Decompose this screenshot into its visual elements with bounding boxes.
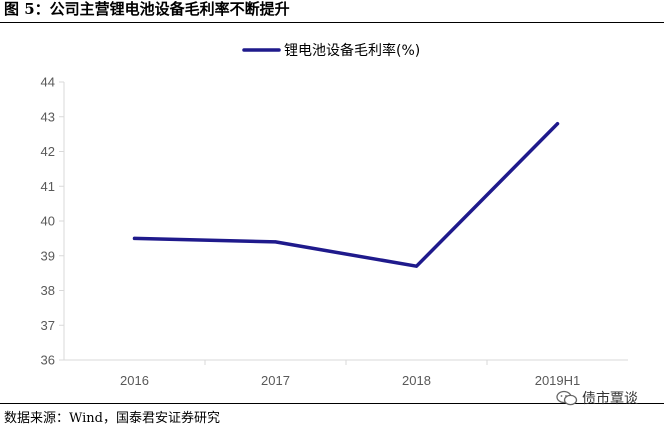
data-point bbox=[415, 264, 418, 268]
y-tick-label: 36 bbox=[41, 353, 55, 368]
source-note: 数据来源：Wind，国泰君安证券研究 bbox=[4, 411, 220, 426]
x-tick-label: 2017 bbox=[261, 373, 290, 388]
y-tick-label: 42 bbox=[41, 144, 55, 159]
top-rule bbox=[0, 22, 664, 23]
watermark: 债市覃谈 bbox=[556, 388, 638, 408]
y-tick-label: 44 bbox=[41, 75, 55, 90]
bottom-rule bbox=[0, 403, 664, 404]
figure-title: 图 5：公司主营锂电池设备毛利率不断提升 bbox=[4, 0, 290, 18]
wechat-icon bbox=[556, 390, 578, 406]
x-tick-label: 2018 bbox=[402, 373, 431, 388]
line-chart: 36 37 38 39 40 41 42 43 44 2016 2017 2018 2019H1 锂电池设… bbox=[41, 42, 628, 388]
data-point bbox=[556, 122, 559, 126]
watermark-text: 债市覃谈 bbox=[582, 391, 638, 407]
x-tick-label: 2019H1 bbox=[535, 373, 581, 388]
y-tick-label: 40 bbox=[41, 214, 55, 229]
x-tick-label: 2016 bbox=[120, 373, 149, 388]
y-tick-label: 38 bbox=[41, 283, 55, 298]
data-point bbox=[274, 240, 277, 244]
y-tick-label: 43 bbox=[41, 109, 55, 124]
series-line bbox=[132, 121, 560, 268]
data-point bbox=[133, 236, 136, 240]
y-tick-label: 39 bbox=[41, 248, 55, 263]
y-tick-label: 37 bbox=[41, 318, 55, 333]
y-tick-label: 41 bbox=[41, 179, 55, 194]
legend-label: 锂电池设备毛利率(%) bbox=[284, 42, 420, 59]
